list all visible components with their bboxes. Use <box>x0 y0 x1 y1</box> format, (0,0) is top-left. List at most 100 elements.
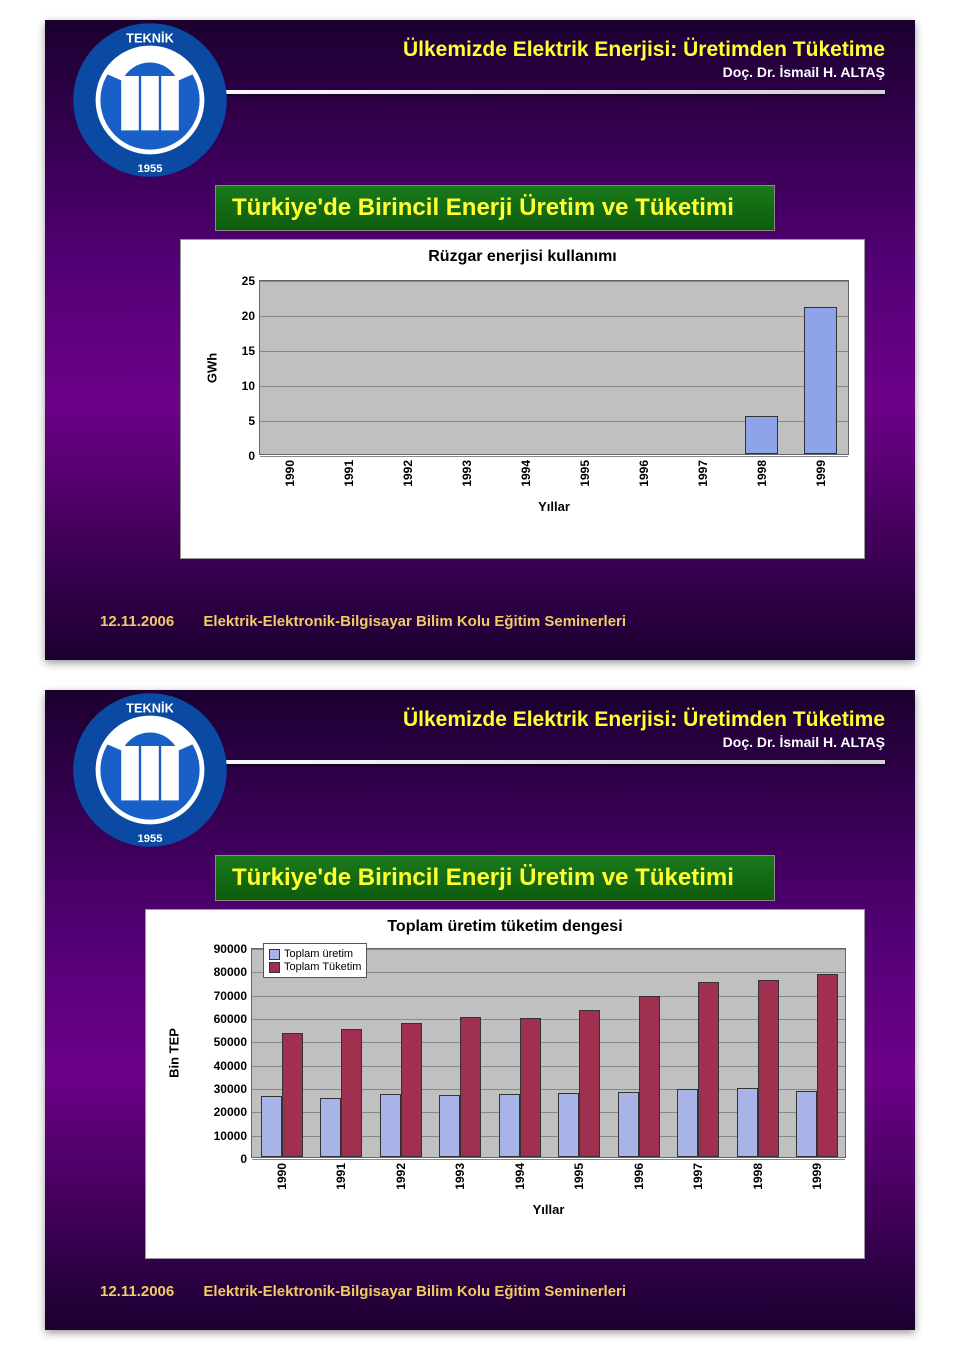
xtick-label: 1995 <box>572 1163 586 1190</box>
bar <box>520 1018 541 1157</box>
gridline <box>252 1019 845 1020</box>
chart-1-title: Rüzgar enerjisi kullanımı <box>181 240 864 270</box>
slide-2: Ülkemizde Elektrik Enerjisi: Üretimden T… <box>45 690 915 1330</box>
footer-date: 12.11.2006 <box>100 613 174 630</box>
xtick-label: 1992 <box>401 460 415 487</box>
chart-2-container: Toplam üretim tüketim dengesi 0100002000… <box>145 909 865 1259</box>
ytick-label: 60000 <box>214 1012 247 1026</box>
slide-header-2: Ülkemizde Elektrik Enerjisi: Üretimden T… <box>403 708 885 750</box>
chart-1-plot: 0510152025199019911992199319941995199619… <box>259 280 849 455</box>
ytick-label: 10 <box>242 379 255 393</box>
ytick-label: 90000 <box>214 942 247 956</box>
bar <box>618 1092 639 1157</box>
xtick-label: 1993 <box>460 460 474 487</box>
xtick-label: 1996 <box>632 1163 646 1190</box>
ytick-label: 50000 <box>214 1035 247 1049</box>
chart-2-plot-area: 0100002000030000400005000060000700008000… <box>251 948 846 1158</box>
bar <box>460 1017 481 1157</box>
chart-2-ylabel: Bin TEP <box>167 1028 182 1078</box>
bar <box>499 1094 520 1157</box>
header-author: Doç. Dr. İsmail H. ALTAŞ <box>403 64 885 80</box>
footer-text: Elektrik-Elektronik-Bilgisayar Bilim Kol… <box>203 613 626 630</box>
bar <box>745 416 777 455</box>
ytick-label: 20 <box>242 309 255 323</box>
xtick-label: 1995 <box>578 460 592 487</box>
footer-1: 12.11.2006 Elektrik-Elektronik-Bilgisaya… <box>100 613 626 630</box>
gridline <box>252 996 845 997</box>
chart-1-xlabel: Yıllar <box>538 499 570 514</box>
xtick-label: 1990 <box>283 460 297 487</box>
ytick-label: 20000 <box>214 1105 247 1119</box>
xtick-label: 1999 <box>810 1163 824 1190</box>
ytick-label: 0 <box>248 449 255 463</box>
section-title-1: Türkiye'de Birincil Enerji Üretim ve Tük… <box>215 185 775 231</box>
bar <box>341 1029 362 1157</box>
xtick-label: 1997 <box>696 460 710 487</box>
bar <box>439 1095 460 1157</box>
bar <box>796 1091 817 1158</box>
header-title-2: Ülkemizde Elektrik Enerjisi: Üretimden T… <box>403 708 885 732</box>
xtick-label: 1993 <box>453 1163 467 1190</box>
xtick-label: 1991 <box>342 460 356 487</box>
xtick-label: 1991 <box>334 1163 348 1190</box>
chart-2-legend: Toplam üretimToplam Tüketim <box>263 943 367 978</box>
bar <box>401 1023 422 1157</box>
bar <box>758 980 779 1157</box>
university-logo-2: TEKNİK 1955 <box>70 690 230 850</box>
university-logo: TEKNİK 1955 <box>70 20 230 180</box>
gridline <box>260 351 848 352</box>
slide-header: Ülkemizde Elektrik Enerjisi: Üretimden T… <box>403 38 885 80</box>
legend-item: Toplam Tüketim <box>269 961 361 973</box>
bar <box>320 1098 341 1158</box>
ytick-label: 15 <box>242 344 255 358</box>
chart-2-plot: 0100002000030000400005000060000700008000… <box>251 948 846 1158</box>
svg-text:1955: 1955 <box>138 163 163 175</box>
ytick-label: 70000 <box>214 989 247 1003</box>
chart-2-title: Toplam üretim tüketim dengesi <box>146 910 864 940</box>
slide-1: Ülkemizde Elektrik Enerjisi: Üretimden T… <box>45 20 915 660</box>
footer-date-2: 12.11.2006 <box>100 1283 174 1300</box>
svg-text:1955: 1955 <box>138 833 163 845</box>
bar <box>261 1096 282 1157</box>
header-author-2: Doç. Dr. İsmail H. ALTAŞ <box>403 734 885 750</box>
ytick-label: 40000 <box>214 1059 247 1073</box>
xtick-label: 1998 <box>751 1163 765 1190</box>
ytick-label: 0 <box>240 1152 247 1166</box>
xtick-label: 1998 <box>755 460 769 487</box>
ytick-label: 10000 <box>214 1129 247 1143</box>
gridline <box>260 386 848 387</box>
chart-1-container: Rüzgar enerjisi kullanımı 05101520251990… <box>180 239 865 559</box>
xtick-label: 1994 <box>519 460 533 487</box>
header-title: Ülkemizde Elektrik Enerjisi: Üretimden T… <box>403 38 885 62</box>
xtick-label: 1994 <box>513 1163 527 1190</box>
legend-swatch <box>269 962 280 973</box>
bar <box>804 307 836 454</box>
ytick-label: 25 <box>242 274 255 288</box>
legend-label: Toplam üretim <box>284 948 353 960</box>
svg-text:TEKNİK: TEKNİK <box>126 700 174 715</box>
xtick-label: 1992 <box>394 1163 408 1190</box>
legend-label: Toplam Tüketim <box>284 961 361 973</box>
xtick-label: 1996 <box>637 460 651 487</box>
section-title-2: Türkiye'de Birincil Enerji Üretim ve Tük… <box>215 855 775 901</box>
gridline <box>260 456 848 457</box>
bar <box>677 1089 698 1157</box>
legend-item: Toplam üretim <box>269 948 361 960</box>
bar <box>579 1010 600 1157</box>
chart-1-plot-area: 0510152025199019911992199319941995199619… <box>259 280 849 455</box>
bar <box>282 1033 303 1157</box>
gridline <box>260 316 848 317</box>
xtick-label: 1997 <box>691 1163 705 1190</box>
ytick-label: 80000 <box>214 965 247 979</box>
ytick-label: 5 <box>248 414 255 428</box>
chart-2-xlabel: Yıllar <box>533 1202 565 1217</box>
svg-text:TEKNİK: TEKNİK <box>126 30 174 45</box>
footer-2: 12.11.2006 Elektrik-Elektronik-Bilgisaya… <box>100 1283 626 1300</box>
gridline <box>260 281 848 282</box>
xtick-label: 1990 <box>275 1163 289 1190</box>
bar <box>639 996 660 1157</box>
legend-swatch <box>269 949 280 960</box>
bar <box>737 1088 758 1157</box>
bar <box>698 982 719 1157</box>
xtick-label: 1999 <box>814 460 828 487</box>
